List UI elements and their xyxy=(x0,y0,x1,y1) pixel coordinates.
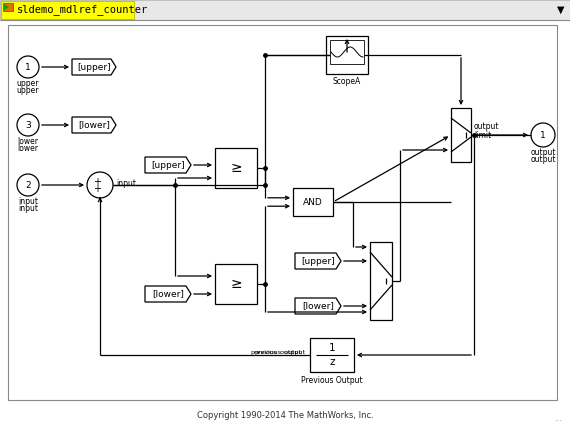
Text: previous_output: previous_output xyxy=(254,349,305,355)
Text: [lower]: [lower] xyxy=(78,121,110,130)
Text: upper: upper xyxy=(17,79,39,88)
Bar xyxy=(0,0,570,20)
Text: +: + xyxy=(93,177,101,187)
Text: AND: AND xyxy=(303,197,323,206)
Bar xyxy=(330,40,364,64)
Text: ≥: ≥ xyxy=(230,161,242,175)
Text: input: input xyxy=(18,197,38,206)
Text: input: input xyxy=(116,178,136,187)
Text: ScopeA: ScopeA xyxy=(333,77,361,86)
Text: sldemo_mdlref_counter: sldemo_mdlref_counter xyxy=(17,5,148,15)
Polygon shape xyxy=(72,117,116,133)
Text: ≥: ≥ xyxy=(230,277,242,291)
Text: limit: limit xyxy=(474,131,491,140)
Text: Copyright 1990-2014 The MathWorks, Inc.: Copyright 1990-2014 The MathWorks, Inc. xyxy=(197,410,373,419)
Polygon shape xyxy=(145,286,191,302)
Polygon shape xyxy=(4,4,9,10)
Circle shape xyxy=(531,123,555,147)
Text: ▼: ▼ xyxy=(557,5,565,15)
Bar xyxy=(370,242,392,320)
Bar xyxy=(3,3,13,11)
Bar xyxy=(215,148,257,188)
Bar xyxy=(451,108,471,162)
Circle shape xyxy=(87,172,113,198)
Text: Previous Output: Previous Output xyxy=(301,376,363,385)
Text: 2: 2 xyxy=(25,181,31,190)
Text: [upper]: [upper] xyxy=(151,160,185,169)
Circle shape xyxy=(17,114,39,136)
Circle shape xyxy=(17,174,39,196)
Text: 1: 1 xyxy=(329,343,335,353)
Text: upper: upper xyxy=(17,86,39,95)
Text: output: output xyxy=(474,122,499,131)
Text: 3: 3 xyxy=(25,121,31,130)
Text: lower: lower xyxy=(18,144,39,153)
Text: lower: lower xyxy=(18,137,39,146)
Bar xyxy=(310,338,354,372)
Text: ···: ··· xyxy=(554,417,562,426)
Circle shape xyxy=(17,56,39,78)
Text: previous_output: previous_output xyxy=(250,349,301,355)
Text: +: + xyxy=(93,184,101,194)
Polygon shape xyxy=(145,157,191,173)
Bar xyxy=(215,264,257,304)
Text: [lower]: [lower] xyxy=(302,301,334,310)
Text: 1: 1 xyxy=(25,62,31,71)
Text: output: output xyxy=(530,148,556,157)
Bar xyxy=(293,188,333,216)
Text: [upper]: [upper] xyxy=(301,256,335,265)
Polygon shape xyxy=(72,59,116,75)
Bar xyxy=(326,36,368,74)
Bar xyxy=(1,1,134,19)
Text: z: z xyxy=(329,357,335,368)
Polygon shape xyxy=(295,253,341,269)
Text: [upper]: [upper] xyxy=(77,62,111,71)
Text: 1: 1 xyxy=(540,131,546,140)
Text: output: output xyxy=(530,155,556,164)
Polygon shape xyxy=(295,298,341,314)
Text: [lower]: [lower] xyxy=(152,289,184,298)
Text: input: input xyxy=(18,204,38,213)
Bar xyxy=(8,25,557,400)
